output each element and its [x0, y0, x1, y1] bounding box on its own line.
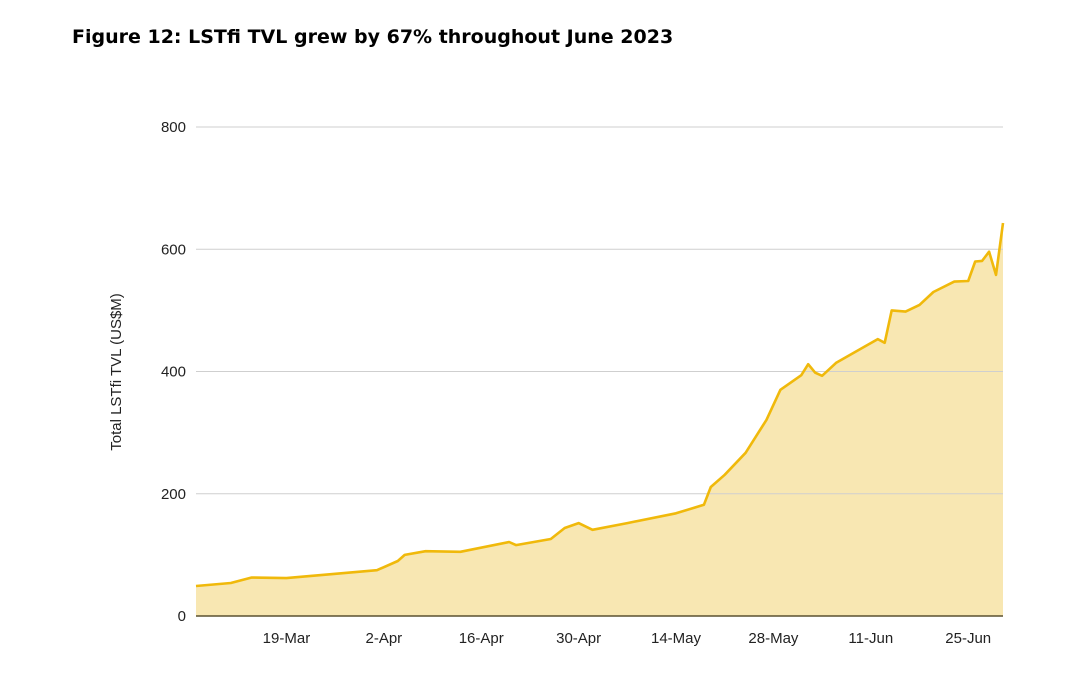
x-tick-label: 30-Apr — [556, 630, 601, 647]
x-tick-label: 25-Jun — [945, 630, 991, 647]
x-tick-label: 19-Mar — [263, 630, 311, 647]
y-axis-label: Total LSTfi TVL (US$M) — [108, 293, 125, 451]
area-fill — [196, 223, 1003, 616]
series-line — [195, 222, 1005, 588]
x-tick-label: 28-May — [748, 630, 799, 647]
y-tick-label: 400 — [161, 364, 186, 381]
y-tick-label: 800 — [161, 119, 186, 136]
y-tick-label: 600 — [161, 241, 186, 258]
x-tick-label: 2-Apr — [365, 630, 402, 647]
y-tick-label: 200 — [161, 486, 186, 503]
x-tick-label: 16-Apr — [459, 630, 504, 647]
figure-title: Figure 12: LSTfi TVL grew by 67% through… — [72, 26, 674, 48]
y-tick-label: 0 — [178, 608, 186, 625]
x-tick-label: 11-Jun — [848, 630, 893, 647]
x-tick-label: 14-May — [651, 630, 702, 647]
